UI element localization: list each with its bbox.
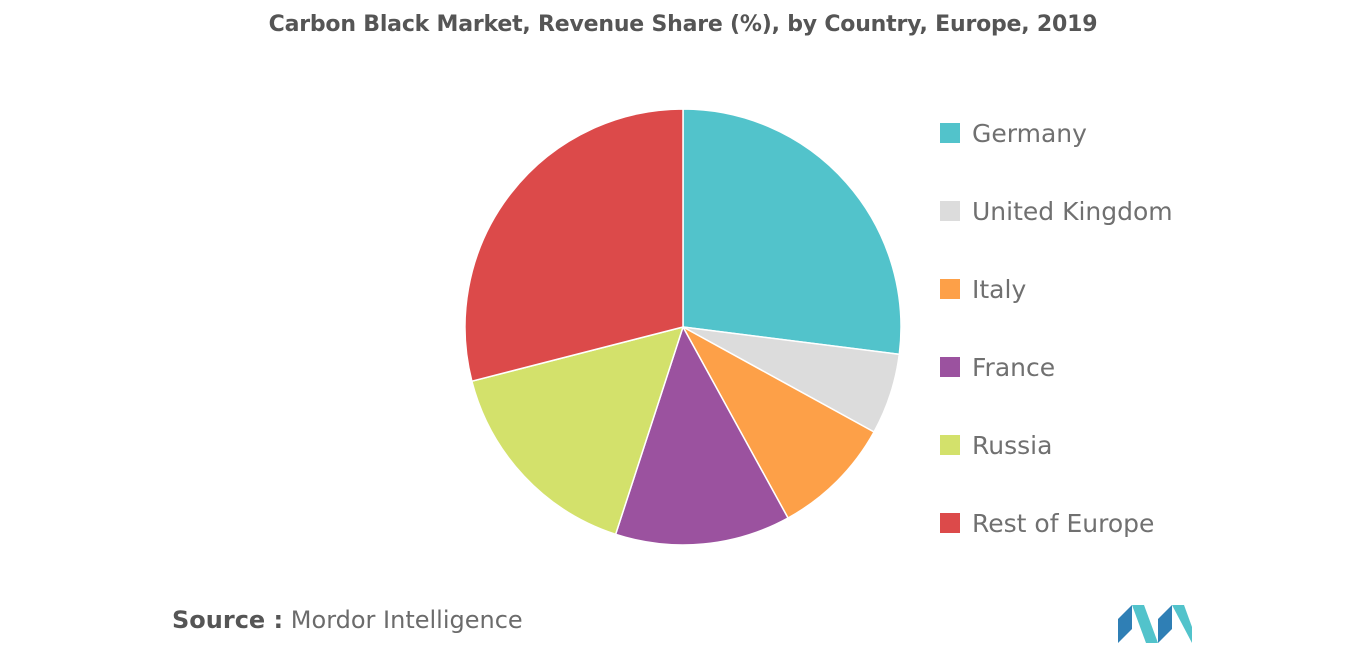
mordor-intelligence-logo-icon <box>1118 605 1192 643</box>
legend-swatch-germany <box>940 123 960 143</box>
logo-mid-stroke <box>1132 605 1158 643</box>
logo-left-stroke <box>1118 605 1132 643</box>
source-text: Mordor Intelligence <box>290 606 523 634</box>
legend-label-france: France <box>972 352 1056 382</box>
logo-right-stroke <box>1158 605 1172 643</box>
pie-slice-russia <box>470 325 685 536</box>
legend-swatch-russia <box>940 435 960 455</box>
legend-label-united-kingdom: United Kingdom <box>972 196 1173 226</box>
legend-label-russia: Russia <box>972 430 1053 460</box>
pie-slice-italy <box>681 325 876 520</box>
chart-title: Carbon Black Market, Revenue Share (%), … <box>268 12 1098 37</box>
legend-item-united-kingdom: United Kingdom <box>940 192 1173 230</box>
legend-item-italy: Italy <box>940 270 1173 308</box>
logo-end-stroke <box>1172 605 1192 643</box>
legend-swatch-rest-of-europe <box>940 513 960 533</box>
legend-item-france: France <box>940 348 1173 386</box>
source-label: Source : <box>172 606 284 634</box>
pie-slice-rest-of-europe <box>464 108 684 383</box>
legend-item-russia: Russia <box>940 426 1173 464</box>
legend: Germany United Kingdom Italy France Russ… <box>940 114 1173 582</box>
legend-swatch-united-kingdom <box>940 201 960 221</box>
source-note: Source : Mordor Intelligence <box>172 606 523 634</box>
legend-swatch-italy <box>940 279 960 299</box>
pie-slice-france <box>614 325 790 546</box>
legend-label-rest-of-europe: Rest of Europe <box>972 508 1155 538</box>
legend-swatch-france <box>940 357 960 377</box>
legend-item-rest-of-europe: Rest of Europe <box>940 504 1173 542</box>
legend-label-germany: Germany <box>972 118 1087 148</box>
legend-label-italy: Italy <box>972 274 1027 304</box>
legend-item-germany: Germany <box>940 114 1173 152</box>
pie-slice-germany <box>682 108 902 356</box>
